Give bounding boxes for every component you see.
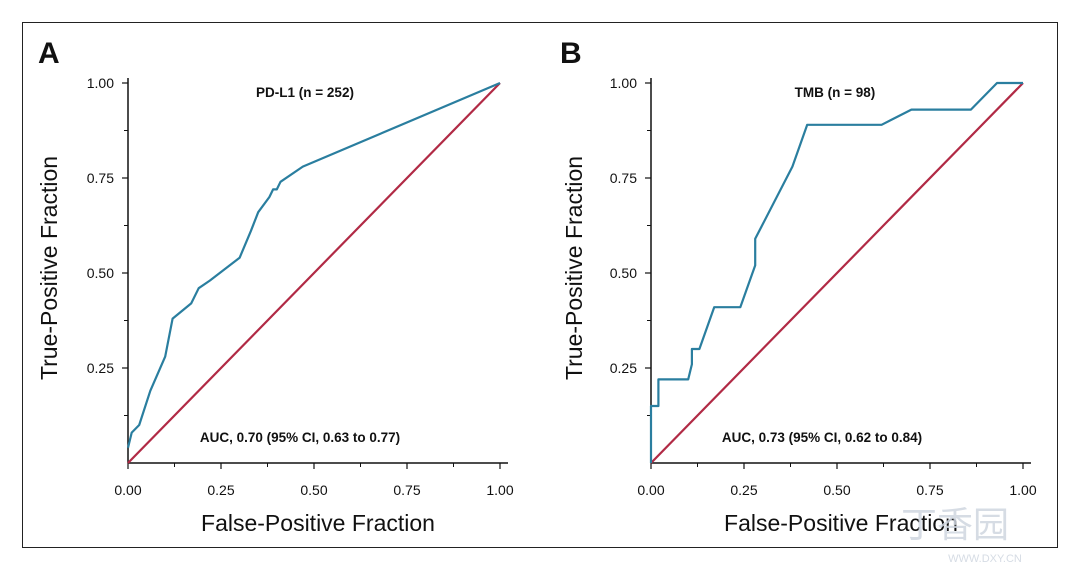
panel-b-y-tick-label: 0.25 xyxy=(610,360,637,376)
panel-b-auc-annotation: AUC, 0.73 (95% CI, 0.62 to 0.84) xyxy=(722,430,922,445)
panel-a-axes xyxy=(127,78,508,464)
panel-b-title: TMB (n = 98) xyxy=(795,85,876,100)
panel-b-letter: B xyxy=(560,37,582,70)
panel-a-auc-annotation: AUC, 0.70 (95% CI, 0.63 to 0.77) xyxy=(200,430,400,445)
panel-a-roc-line xyxy=(126,81,501,449)
panel-b-y-tick-label: 1.00 xyxy=(610,75,637,91)
watermark-logo-text: 丁香园 xyxy=(901,504,1009,545)
panel-a-ylabel: True-Positive Fraction xyxy=(36,156,62,380)
panel-a-x-tick-label: 0.75 xyxy=(393,482,420,498)
panel-b: B 0.00 0.25 0.50 0.75 1.00 0.25 0.50 0.75 1.00 T… xyxy=(560,37,1037,536)
panel-a-y-tick-label: 1.00 xyxy=(87,75,114,91)
panel-b-ylabel: True-Positive Fraction xyxy=(561,156,587,380)
panel-a-series xyxy=(126,81,501,464)
panel-a-xlabel: False-Positive Fraction xyxy=(201,510,435,536)
panel-a-x-tick-label: 0.25 xyxy=(207,482,234,498)
figure-frame xyxy=(22,22,1058,548)
panel-a-x-tick-label: 0.00 xyxy=(114,482,141,498)
panel-a-reference-line xyxy=(127,82,501,464)
watermark-url: WWW.DXY.CN xyxy=(948,553,1022,565)
panel-a-x-tick-label: 1.00 xyxy=(486,482,513,498)
panel-b-series xyxy=(649,81,1024,464)
panel-a-y-tick-label: 0.50 xyxy=(87,265,114,281)
panel-b-axes xyxy=(650,78,1031,464)
panel-b-xlabel: False-Positive Fraction xyxy=(724,510,958,536)
panel-a-letter: A xyxy=(38,37,60,70)
panel-b-x-tick-label: 0.25 xyxy=(730,482,757,498)
panel-b-reference-line xyxy=(650,82,1024,464)
panel-b-y-tick-label: 0.75 xyxy=(610,170,637,186)
panel-a-y-tick-label: 0.75 xyxy=(87,170,114,186)
panel-a-x-tick-label: 0.50 xyxy=(300,482,327,498)
panel-a: A 0.00 0.25 0.50 0.75 1.00 0.25 0.50 0.75 1.00 P… xyxy=(36,37,514,536)
panel-b-x-tick-label: 0.00 xyxy=(637,482,664,498)
panel-b-x-tick-label: 0.50 xyxy=(823,482,850,498)
panel-b-x-tick-label: 0.75 xyxy=(916,482,943,498)
panel-a-ticks: 0.00 0.25 0.50 0.75 1.00 0.25 0.50 0.75 1.00 xyxy=(87,75,514,498)
panel-a-y-tick-label: 0.25 xyxy=(87,360,114,376)
panel-b-y-tick-label: 0.50 xyxy=(610,265,637,281)
panel-a-title: PD-L1 (n = 252) xyxy=(256,85,354,100)
watermark: 丁香园 WWW.DXY.CN xyxy=(901,504,1022,565)
panel-b-x-tick-label: 1.00 xyxy=(1009,482,1036,498)
panel-b-ticks: 0.00 0.25 0.50 0.75 1.00 0.25 0.50 0.75 1.00 xyxy=(610,75,1037,498)
panel-b-roc-line xyxy=(649,81,1023,463)
